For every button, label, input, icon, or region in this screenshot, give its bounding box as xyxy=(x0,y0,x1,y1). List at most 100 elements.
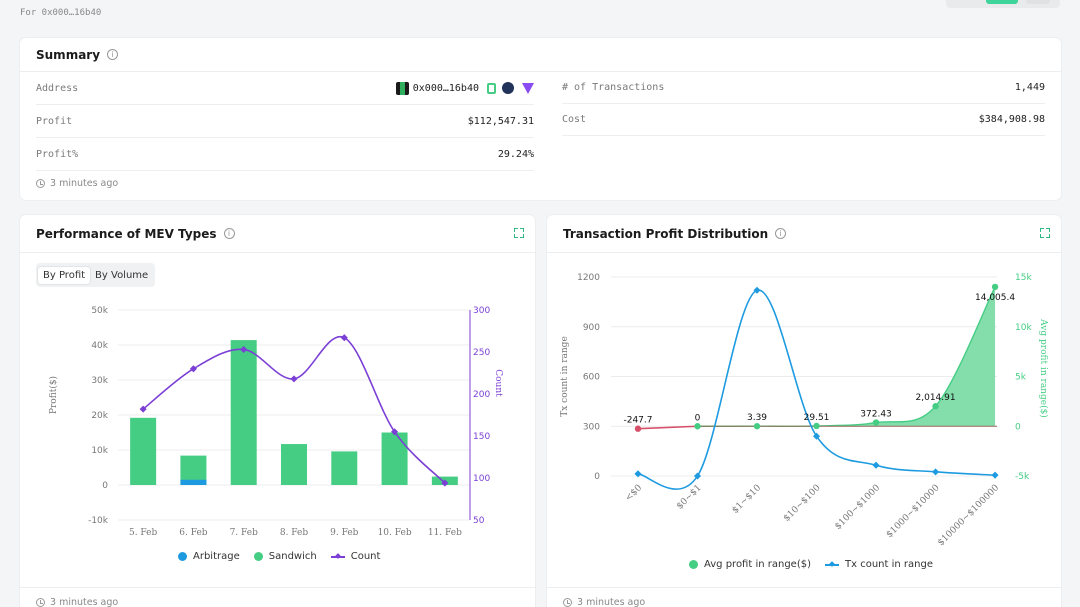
view-toggle-inactive[interactable] xyxy=(1026,0,1050,4)
summary-card: Summary i Address 0x000…16b40 Profit $11… xyxy=(20,38,1061,200)
x-tick-label: 9. Feb xyxy=(330,528,359,538)
page-subtitle: For 0x000…16b40 xyxy=(20,8,102,18)
legend-tx-count[interactable]: Tx count in range xyxy=(825,559,933,570)
line-tx-count xyxy=(637,289,996,490)
y-tick-label: 300 xyxy=(583,422,600,432)
legend-count[interactable]: Count xyxy=(330,551,380,562)
tab-by-volume[interactable]: By Volume xyxy=(95,269,149,281)
y2-tick-label: 15k xyxy=(1015,273,1032,283)
y2-tick-label: -5k xyxy=(1015,472,1030,482)
legend-tx-count-label: Tx count in range xyxy=(845,559,933,570)
y-tick-label: 20k xyxy=(91,411,108,421)
y2-tick-label: 5k xyxy=(1015,373,1027,383)
data-label-avg-profit: 2,014.91 xyxy=(916,393,956,403)
info-icon[interactable]: i xyxy=(223,228,235,239)
profit-pct-value: 29.24% xyxy=(497,148,534,160)
point-tx-count xyxy=(932,468,940,476)
point-tx-count xyxy=(753,286,761,294)
y2-tick-label: 50 xyxy=(473,516,485,526)
address-value[interactable]: 0x000…16b40 xyxy=(412,82,479,94)
view-toggle[interactable] xyxy=(946,0,1060,8)
view-toggle-active[interactable] xyxy=(986,0,1018,4)
dist-header: Transaction Profit Distribution i xyxy=(547,215,1061,253)
mev-performance-card: Performance of MEV Types i By Profit By … xyxy=(20,215,535,607)
point-avg-profit xyxy=(753,423,761,430)
tab-by-profit[interactable]: By Profit xyxy=(38,266,91,284)
expand-icon[interactable] xyxy=(514,228,524,238)
y-axis-label: Tx count in range xyxy=(560,336,570,417)
y2-tick-label: 150 xyxy=(473,432,490,442)
point-avg-profit xyxy=(694,423,701,430)
x-tick-label: $10000~$100000 xyxy=(936,483,1001,548)
legend-sandwich-label: Sandwich xyxy=(268,551,317,562)
data-label-avg-profit: 372.43 xyxy=(860,410,892,420)
mev-chart: -10k 0 10k 20k 30k 40k 50k 50 100 150 200 250 300 Pro… xyxy=(48,306,503,538)
x-tick-label: 7. Feb xyxy=(230,528,259,538)
legend-avg-profit[interactable]: Avg profit in range($) xyxy=(689,559,811,570)
data-label-avg-profit: 0 xyxy=(695,413,701,423)
data-label-avg-profit: 29.51 xyxy=(804,413,830,423)
y2-axis-label: Avg profit in range($) xyxy=(1038,318,1049,418)
point-avg-profit xyxy=(634,425,642,432)
y-tick-label: 0 xyxy=(594,472,600,482)
info-icon[interactable]: i xyxy=(775,228,787,239)
point-avg-profit xyxy=(991,283,999,291)
legend-count-swatch xyxy=(330,555,345,558)
expand-icon[interactable] xyxy=(1040,228,1050,238)
clock-icon xyxy=(563,598,572,607)
line-avg-profit-negative xyxy=(637,425,698,430)
profit-label: Profit xyxy=(36,115,73,127)
summary-title: Summary xyxy=(36,47,101,62)
legend-arbitrage[interactable]: Arbitrage xyxy=(178,551,240,562)
mev-updated: 3 minutes ago xyxy=(36,597,118,607)
bar-sandwich xyxy=(230,340,257,485)
dist-legend: Avg profit in range($) Tx count in range xyxy=(689,559,933,570)
y2-axis-label: Count xyxy=(493,369,503,397)
bar-arbitrage xyxy=(180,479,207,485)
legend-sandwich[interactable]: Sandwich xyxy=(253,551,317,562)
x-tick-label: $10~$100 xyxy=(782,483,823,524)
point-tx-count xyxy=(991,471,999,479)
y2-tick-label: 200 xyxy=(473,390,490,400)
dist-updated-text: 3 minutes ago xyxy=(577,597,646,607)
mev-tabs: By Profit By Volume xyxy=(36,263,156,287)
scanner-icon[interactable] xyxy=(522,82,534,94)
x-tick-label: $0~$1 xyxy=(675,483,704,512)
point-count xyxy=(189,365,197,373)
y-tick-label: 1200 xyxy=(577,273,600,283)
tx-count-value: 1,449 xyxy=(1014,82,1045,93)
bar-sandwich xyxy=(130,417,157,485)
mev-title: Performance of MEV Types xyxy=(36,226,217,241)
point-count xyxy=(139,405,147,413)
legend-tx-count-swatch xyxy=(825,563,839,566)
y-tick-label: 50k xyxy=(91,306,108,316)
y-tick-label: 900 xyxy=(583,323,600,333)
point-count xyxy=(441,479,449,487)
explorer-icon[interactable] xyxy=(502,82,514,94)
data-label-avg-profit: 3.39 xyxy=(747,413,767,423)
avatar-icon xyxy=(395,81,409,95)
y-axis-label: Profit($) xyxy=(48,376,59,414)
y-tick-label: 40k xyxy=(91,341,108,351)
dist-updated: 3 minutes ago xyxy=(563,597,645,607)
address-value-group: 0x000…16b40 xyxy=(395,81,534,95)
x-tick-label: 6. Feb xyxy=(179,528,208,538)
bar-sandwich xyxy=(281,444,307,485)
profit-pct-label: Profit% xyxy=(36,148,79,160)
x-tick-label: <$0 xyxy=(624,483,645,504)
x-tick-label: $1~$10 xyxy=(730,483,763,516)
bar-sandwich xyxy=(331,451,358,485)
y2-tick-label: 300 xyxy=(473,306,490,316)
cost-label: Cost xyxy=(562,114,587,125)
info-icon[interactable]: i xyxy=(107,49,119,60)
copy-icon[interactable] xyxy=(487,82,496,94)
y-tick-label: 30k xyxy=(91,376,108,386)
point-count xyxy=(340,334,348,342)
legend-arbitrage-swatch xyxy=(178,552,187,561)
data-label-avg-profit: -247.7 xyxy=(623,416,652,426)
x-tick-label: 10. Feb xyxy=(378,528,412,538)
legend-arbitrage-label: Arbitrage xyxy=(193,551,240,562)
legend-avg-profit-swatch xyxy=(689,560,698,569)
legend-sandwich-swatch xyxy=(253,552,263,561)
dist-chart: 0 300 600 900 1200 -5k 0 5k 10k 15k Tx count in ra… xyxy=(560,273,1049,548)
